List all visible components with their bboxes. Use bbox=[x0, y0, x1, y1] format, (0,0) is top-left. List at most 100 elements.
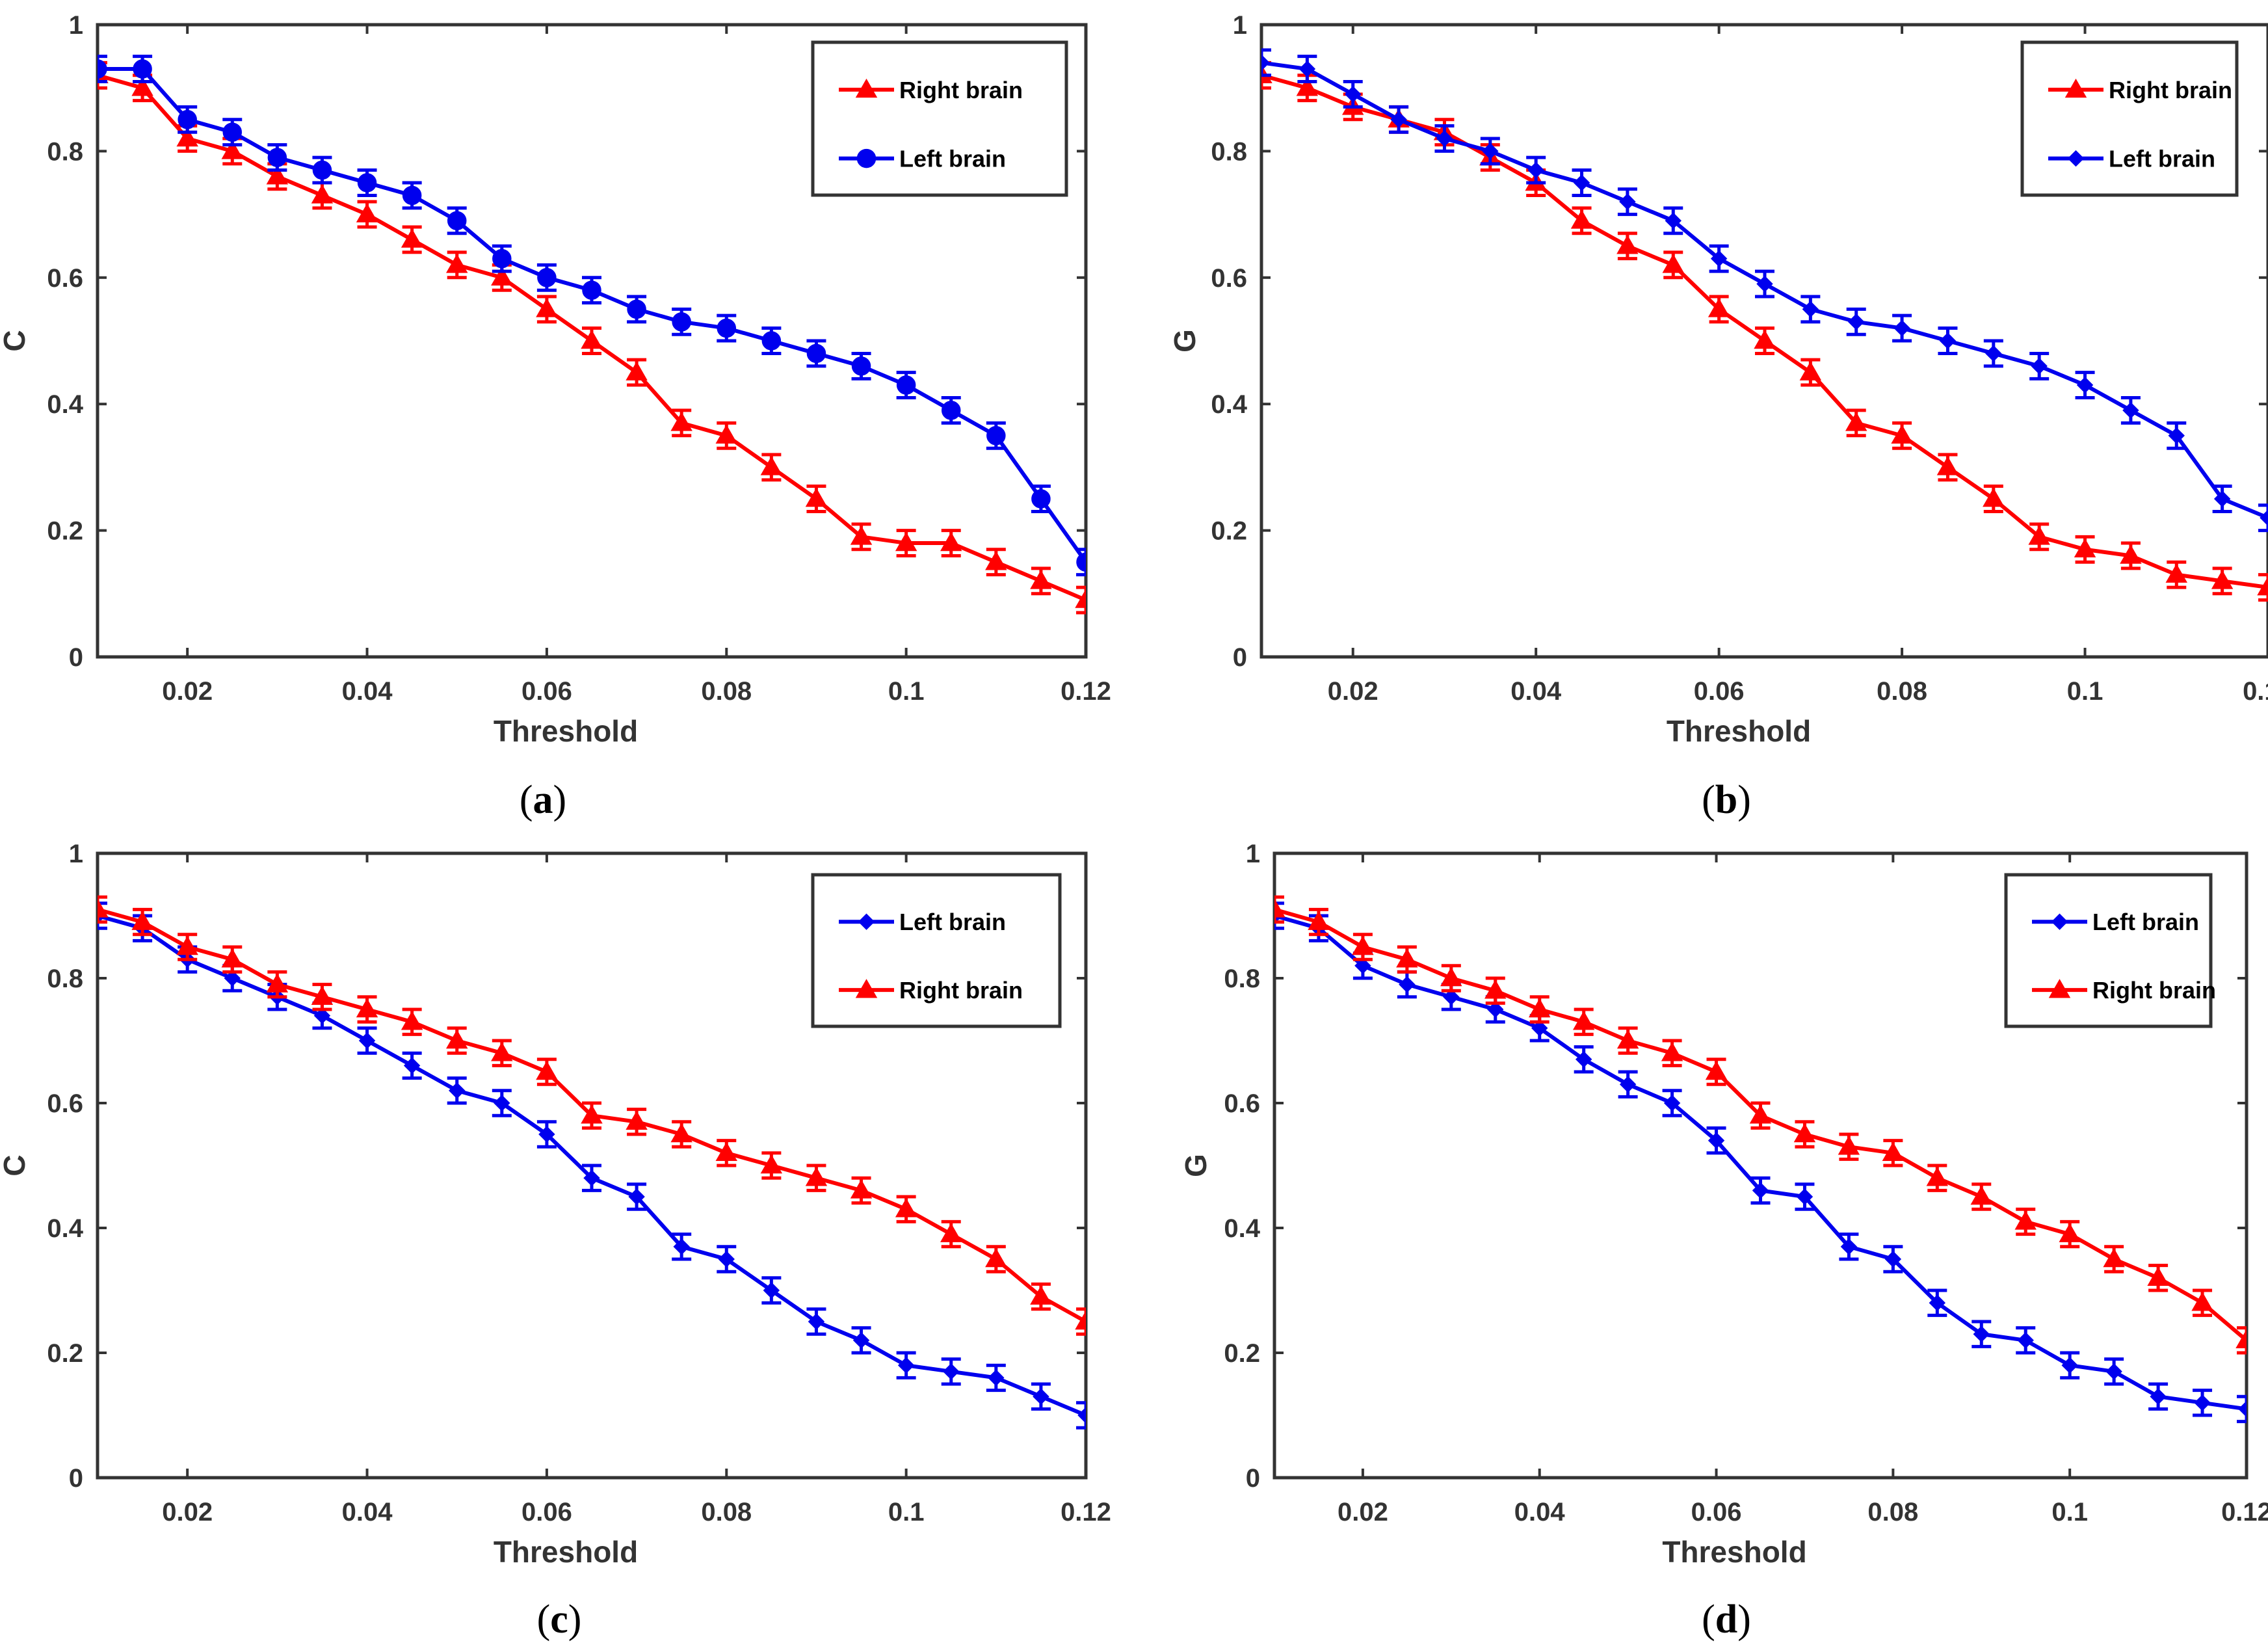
legend-swatch-marker bbox=[2048, 979, 2071, 998]
y-tick-label: 1 bbox=[1246, 840, 1260, 868]
data-point bbox=[176, 127, 198, 147]
data-point bbox=[1572, 1011, 1595, 1030]
data-point bbox=[850, 526, 873, 545]
x-tick-label: 0.04 bbox=[342, 677, 393, 706]
data-point bbox=[1754, 329, 1776, 349]
y-tick-label: 0 bbox=[69, 643, 83, 672]
data-point bbox=[1616, 235, 1639, 254]
data-point bbox=[1616, 1029, 1639, 1049]
data-point bbox=[715, 1141, 737, 1162]
data-point bbox=[1929, 1294, 1946, 1311]
data-point bbox=[581, 329, 603, 349]
legend-swatch-marker bbox=[855, 979, 878, 998]
y-tick-label: 0 bbox=[1233, 643, 1247, 672]
data-point bbox=[940, 532, 962, 552]
data-point bbox=[221, 140, 243, 159]
panel-caption: (c) bbox=[537, 1597, 582, 1642]
caption-paren-open: ( bbox=[520, 778, 533, 822]
data-point bbox=[536, 1060, 558, 1080]
data-point bbox=[626, 1110, 648, 1130]
x-tick-label: 0.1 bbox=[2051, 1498, 2088, 1526]
data-point bbox=[1033, 1388, 1049, 1405]
data-point bbox=[2260, 509, 2268, 526]
data-point bbox=[2150, 1388, 2167, 1405]
x-tick-label: 0.02 bbox=[1328, 677, 1378, 706]
panel-caption: (a) bbox=[520, 778, 566, 822]
x-tick-label: 0.06 bbox=[521, 677, 572, 706]
data-point bbox=[178, 110, 197, 129]
data-point bbox=[358, 1032, 376, 1049]
x-tick-label: 0.02 bbox=[162, 1498, 213, 1526]
legend-swatch-marker bbox=[2067, 150, 2085, 167]
data-point bbox=[1482, 142, 1499, 160]
x-tick-label: 0.02 bbox=[162, 677, 213, 706]
caption-paren-close: ) bbox=[553, 778, 567, 822]
data-point bbox=[2014, 1210, 2037, 1230]
data-point bbox=[1939, 332, 1957, 349]
x-tick-label: 0.12 bbox=[2221, 1498, 2268, 1526]
y-tick-label: 0.2 bbox=[1211, 517, 1247, 546]
legend-swatch-marker bbox=[858, 913, 875, 930]
y-axis-label: C bbox=[0, 330, 31, 351]
data-point bbox=[1261, 54, 1270, 72]
legend-label: Left brain bbox=[899, 146, 1006, 172]
legend-label: Right brain bbox=[899, 77, 1023, 103]
y-tick-label: 0.8 bbox=[1211, 137, 1247, 166]
data-point bbox=[1484, 979, 1507, 999]
data-point bbox=[313, 1007, 331, 1024]
data-point bbox=[401, 1011, 423, 1030]
data-point bbox=[312, 160, 332, 180]
data-point bbox=[2257, 576, 2268, 596]
x-tick-label: 0.08 bbox=[701, 677, 752, 706]
data-point bbox=[1983, 487, 2005, 507]
data-point bbox=[446, 254, 468, 273]
data-point bbox=[1573, 174, 1590, 191]
series-right-brain bbox=[98, 895, 1086, 1336]
x-tick-label: 0.08 bbox=[1877, 677, 1927, 706]
data-point bbox=[222, 122, 243, 142]
data-point bbox=[988, 1369, 1005, 1387]
series-left-brain bbox=[1261, 48, 2268, 533]
chart-panel-c: 0 0.2 0.4 0.6 0.8 1 0.02 0.04 0.06 0.08 0.1 0.12 Thr… bbox=[0, 840, 1111, 1642]
data-point bbox=[583, 1169, 600, 1186]
data-point bbox=[1661, 1042, 1683, 1061]
x-tick-label: 0.12 bbox=[2243, 677, 2268, 706]
data-point bbox=[1705, 1060, 1728, 1080]
data-point bbox=[1030, 1285, 1052, 1305]
data-point bbox=[895, 532, 917, 552]
y-tick-label: 1 bbox=[69, 11, 83, 40]
legend: Left brain Right brain bbox=[811, 873, 1062, 1028]
data-point bbox=[176, 935, 198, 955]
data-point bbox=[1296, 77, 1319, 96]
data-point bbox=[1973, 1326, 1990, 1342]
data-point bbox=[985, 1247, 1007, 1268]
data-point bbox=[1793, 1123, 1816, 1143]
x-axis-label: Threshold bbox=[494, 714, 638, 748]
plot-area bbox=[1274, 895, 2247, 1424]
caption-paren-close: ) bbox=[1737, 1597, 1751, 1642]
data-point bbox=[492, 248, 512, 269]
data-point bbox=[266, 973, 289, 993]
data-point bbox=[98, 898, 109, 918]
data-point bbox=[2074, 538, 2096, 558]
data-point bbox=[895, 1198, 917, 1218]
data-point bbox=[1031, 489, 1051, 509]
data-point bbox=[491, 1042, 513, 1061]
legend-label: Right brain bbox=[2109, 77, 2232, 103]
y-tick-label: 0.8 bbox=[47, 137, 83, 166]
axes-box bbox=[1259, 23, 2268, 659]
x-tick-label: 0.08 bbox=[701, 1498, 752, 1526]
data-point bbox=[763, 1282, 780, 1299]
data-point bbox=[2017, 1332, 2034, 1349]
data-point bbox=[2059, 1223, 2081, 1242]
x-tick-label: 0.08 bbox=[1867, 1498, 1918, 1526]
data-point bbox=[718, 1251, 735, 1268]
data-point bbox=[670, 412, 692, 431]
plot-area bbox=[98, 895, 1086, 1430]
data-point bbox=[2105, 1363, 2122, 1380]
data-point bbox=[1396, 948, 1418, 968]
data-point bbox=[133, 59, 152, 79]
data-point bbox=[1619, 193, 1636, 210]
data-point bbox=[806, 343, 826, 364]
caption-letter: a bbox=[533, 778, 553, 822]
